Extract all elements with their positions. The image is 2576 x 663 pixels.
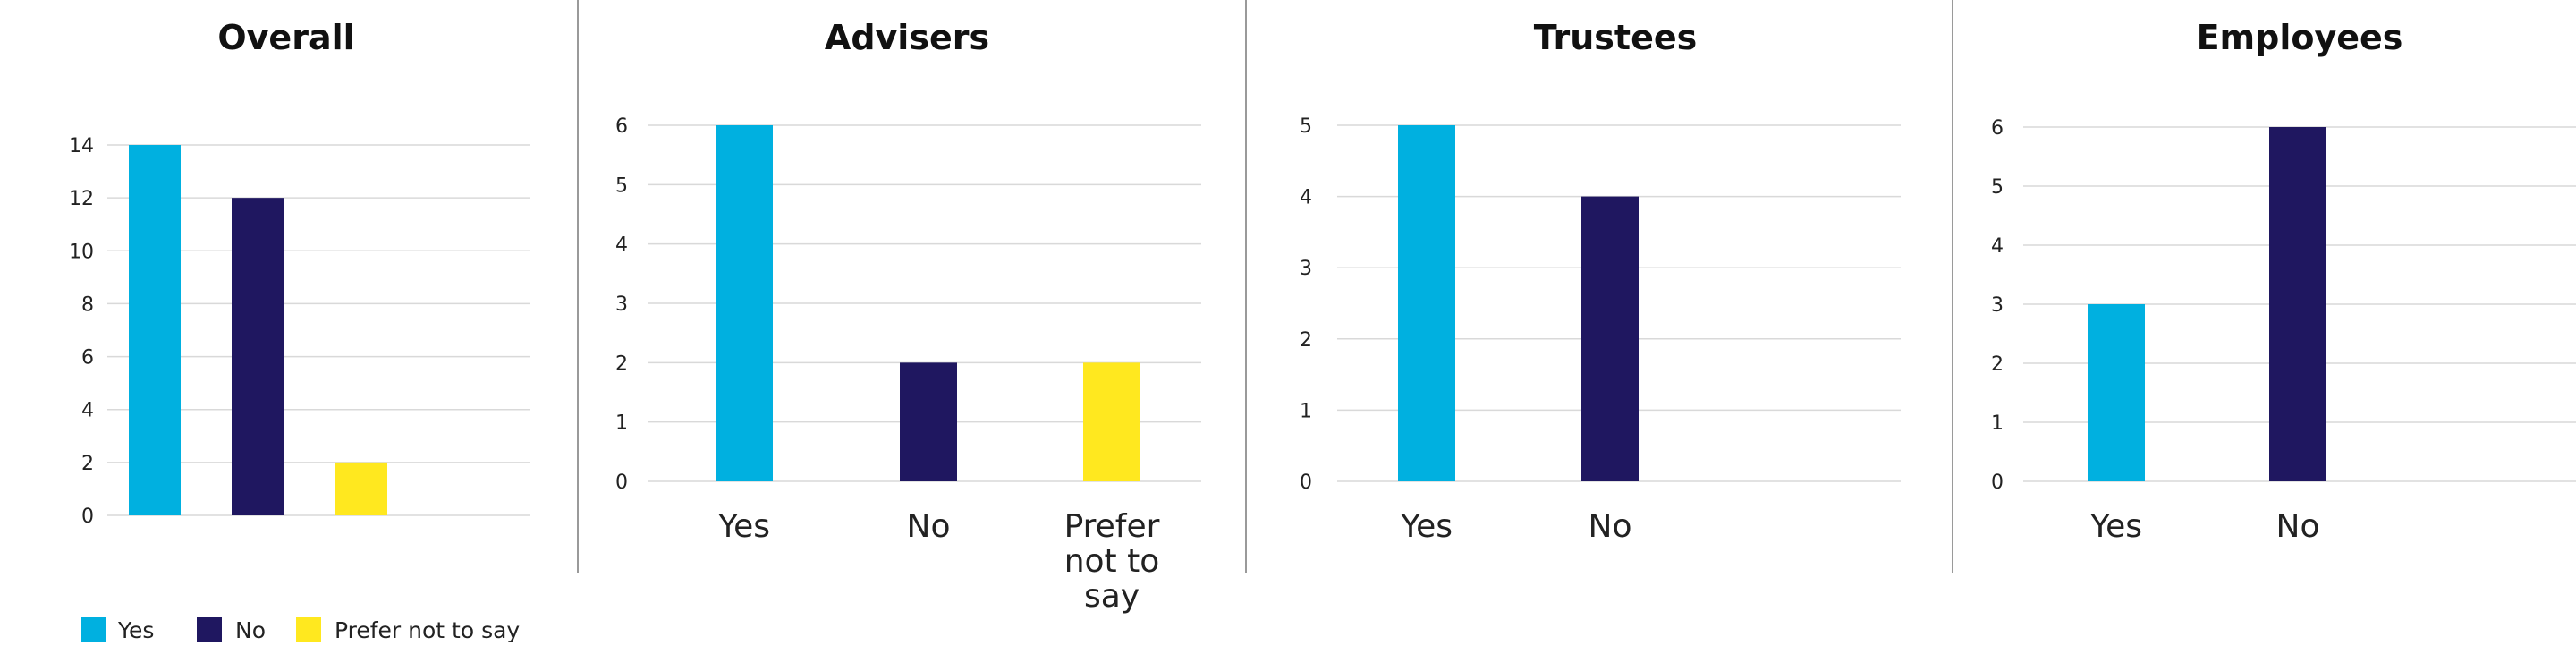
- bar-no: [900, 362, 957, 481]
- chart-title: Advisers: [825, 18, 989, 57]
- x-category-label-line: Prefer: [1064, 508, 1160, 545]
- y-tick-label: 4: [615, 234, 628, 257]
- legend-swatch-yes: [80, 617, 106, 642]
- x-category-label: Yes: [2089, 508, 2142, 545]
- bar-no: [2269, 127, 2326, 481]
- y-tick-label: 3: [1991, 294, 2004, 317]
- y-tick-label: 6: [1991, 117, 2004, 140]
- chart-title: Trustees: [1534, 18, 1698, 57]
- bar-yes: [716, 125, 773, 481]
- legend-swatch-prefer: [296, 617, 321, 642]
- x-category-label: Yes: [717, 508, 770, 545]
- y-tick-label: 2: [1991, 353, 2004, 376]
- x-category-label-line: say: [1084, 578, 1140, 615]
- y-tick-label: 6: [81, 347, 94, 370]
- bar-yes: [2088, 304, 2145, 481]
- y-tick-label: 0: [615, 472, 628, 494]
- y-tick-label: 3: [1300, 258, 1312, 280]
- chart-overall: Overall 0 2 4 6 8 10 12 14: [69, 18, 530, 528]
- y-tick-label: 4: [1991, 235, 2004, 258]
- chart-trustees: Trustees 0 1 2 3 4 5 Yes No: [1300, 18, 1901, 545]
- chart-title: Employees: [2197, 18, 2403, 57]
- y-tick-label: 4: [81, 400, 94, 422]
- chart-employees: Employees 0 1 2 3 4 5 6 Yes No: [1991, 18, 2576, 545]
- x-category-label-line: not to: [1064, 543, 1160, 580]
- y-tick-label: 2: [615, 353, 628, 375]
- y-tick-label: 3: [615, 293, 628, 316]
- bar-no: [232, 198, 284, 515]
- bar-prefer: [335, 462, 387, 515]
- y-tick-label: 1: [1300, 400, 1312, 422]
- y-tick-label: 2: [81, 453, 94, 475]
- bar-yes: [129, 145, 181, 515]
- x-category-label: No: [907, 508, 951, 545]
- y-tick-label: 1: [1991, 412, 2004, 435]
- y-tick-label: 5: [1300, 115, 1312, 138]
- x-category-label: No: [2276, 508, 2320, 545]
- y-tick-label: 5: [1991, 176, 2004, 199]
- y-tick-label: 4: [1300, 187, 1312, 209]
- chart-advisers: Advisers 0 1 2 3 4 5 6 Yes No Prefer not to say: [615, 18, 1201, 615]
- y-tick-label: 5: [615, 174, 628, 197]
- legend: Yes No Prefer not to say: [80, 617, 520, 643]
- x-category-label: No: [1589, 508, 1632, 545]
- y-tick-label: 1: [615, 412, 628, 435]
- legend-label: No: [235, 617, 266, 643]
- y-tick-label: 2: [1300, 329, 1312, 352]
- legend-label: Yes: [117, 617, 154, 643]
- y-tick-label: 10: [69, 241, 94, 263]
- legend-swatch-no: [197, 617, 222, 642]
- y-tick-label: 8: [81, 293, 94, 316]
- legend-label: Prefer not to say: [335, 617, 520, 643]
- x-category-label: Yes: [1400, 508, 1453, 545]
- y-tick-label: 14: [69, 135, 94, 157]
- x-category-label: Prefer not to say: [1064, 508, 1160, 615]
- chart-title: Overall: [217, 18, 354, 57]
- y-tick-label: 6: [615, 115, 628, 138]
- bar-yes: [1398, 125, 1455, 481]
- y-tick-label: 0: [81, 506, 94, 528]
- y-tick-label: 0: [1300, 472, 1312, 494]
- y-tick-label: 12: [69, 188, 94, 210]
- bar-no: [1581, 196, 1639, 481]
- y-tick-label: 0: [1991, 472, 2004, 494]
- bar-prefer: [1083, 362, 1140, 481]
